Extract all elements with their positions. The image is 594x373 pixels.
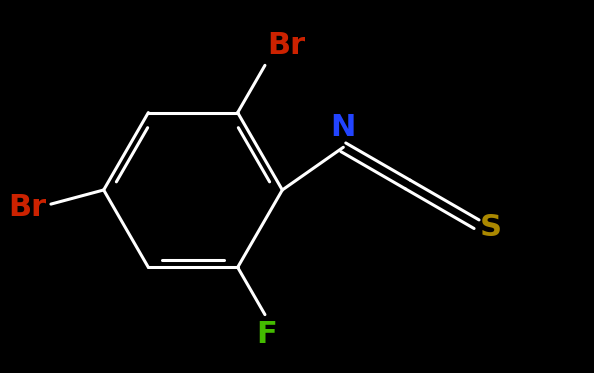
Text: S: S (479, 213, 501, 242)
Text: Br: Br (8, 192, 46, 222)
Text: F: F (257, 320, 277, 349)
Text: Br: Br (267, 31, 305, 60)
Text: N: N (331, 113, 356, 142)
